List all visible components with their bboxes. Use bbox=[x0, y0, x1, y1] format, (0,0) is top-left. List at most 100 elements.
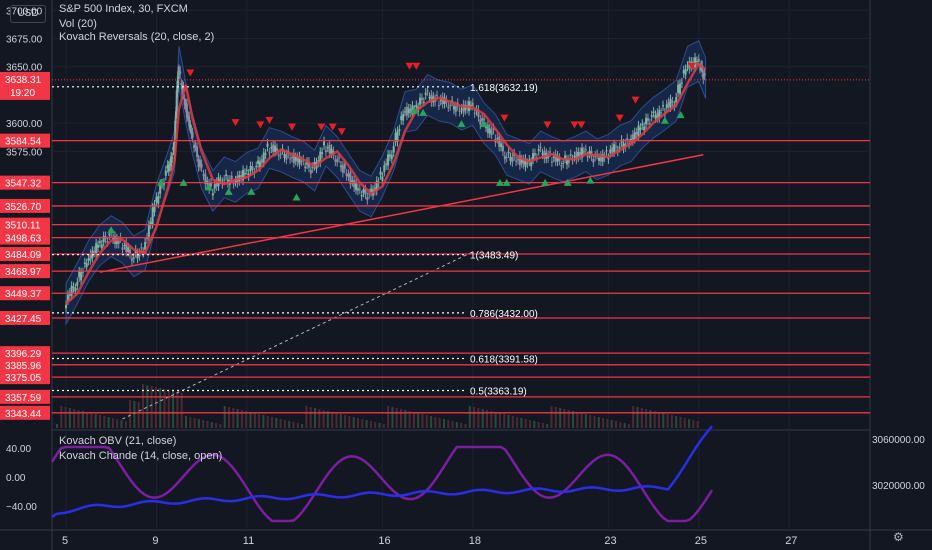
candle-body bbox=[694, 57, 697, 68]
candle-body bbox=[153, 204, 156, 212]
buy-arrow bbox=[586, 176, 595, 184]
candle-body bbox=[366, 196, 369, 201]
candle-body bbox=[76, 281, 79, 286]
volume-bar bbox=[90, 413, 93, 428]
candle-body bbox=[648, 123, 651, 125]
candle-body bbox=[304, 166, 307, 168]
candle-body bbox=[454, 106, 457, 112]
volume-bar bbox=[111, 418, 114, 428]
candle-body bbox=[639, 127, 642, 130]
candle-body bbox=[185, 103, 188, 118]
candle-body bbox=[72, 286, 75, 288]
candle-body bbox=[343, 163, 346, 169]
candle-body bbox=[147, 224, 150, 237]
candle-body bbox=[558, 157, 561, 161]
level-price-tag bbox=[0, 247, 50, 262]
candle-body bbox=[522, 159, 525, 165]
candle-body bbox=[622, 143, 625, 149]
candle-body bbox=[199, 160, 202, 167]
candle-body bbox=[579, 151, 582, 156]
candle-body bbox=[364, 189, 367, 195]
currency-button[interactable]: USD bbox=[10, 5, 46, 23]
volume-bar bbox=[172, 391, 175, 428]
x-tick-label: 25 bbox=[695, 535, 707, 547]
volume-bar bbox=[305, 406, 308, 428]
candle-body bbox=[405, 106, 408, 116]
buy-arrow bbox=[247, 187, 256, 195]
candle-body bbox=[191, 132, 194, 138]
volume-bar bbox=[150, 386, 153, 428]
candle-body bbox=[230, 175, 233, 179]
candle-body bbox=[171, 157, 174, 159]
candle-body bbox=[232, 183, 235, 185]
candle-body bbox=[89, 253, 92, 261]
candle-body bbox=[424, 92, 427, 96]
candle-body bbox=[68, 292, 71, 296]
candle-body bbox=[586, 156, 589, 158]
volume-bar bbox=[477, 408, 480, 428]
candle-body bbox=[702, 74, 705, 80]
candle-body bbox=[515, 160, 518, 162]
candle-body bbox=[469, 105, 472, 107]
candle-body bbox=[370, 188, 373, 193]
candle-body bbox=[547, 155, 550, 159]
buy-arrow bbox=[457, 120, 466, 128]
candle-body bbox=[358, 188, 361, 190]
candle-body bbox=[170, 156, 173, 167]
candle-body bbox=[155, 196, 158, 203]
volume-bar bbox=[240, 410, 243, 428]
level-price-label: 3357.59 bbox=[5, 393, 42, 404]
volume-bar bbox=[146, 385, 149, 428]
volume-bar bbox=[154, 387, 157, 428]
sell-arrow bbox=[412, 62, 421, 70]
volume-bar bbox=[576, 412, 579, 428]
candle-body bbox=[505, 157, 508, 159]
volume-bar bbox=[443, 419, 445, 428]
settings-icon[interactable]: ⚙ bbox=[893, 530, 904, 544]
candle-body bbox=[501, 145, 504, 152]
level-price-tag bbox=[0, 370, 50, 385]
candle-body bbox=[577, 151, 580, 158]
candle-body bbox=[166, 164, 169, 169]
volume-bar bbox=[236, 409, 239, 428]
volume-bar bbox=[541, 423, 544, 428]
sell-arrow bbox=[543, 121, 552, 129]
candle-body bbox=[645, 118, 648, 125]
level-price-tag bbox=[0, 346, 50, 361]
volume-bar bbox=[68, 408, 71, 428]
volume-bar bbox=[434, 417, 437, 428]
volume-bar bbox=[210, 422, 213, 428]
volume-bar bbox=[636, 407, 639, 428]
candle-body bbox=[701, 65, 704, 73]
candle-body bbox=[123, 245, 126, 247]
candle-body bbox=[190, 129, 193, 135]
buy-arrow bbox=[410, 106, 419, 114]
candle-body bbox=[394, 132, 397, 142]
volume-bar bbox=[679, 417, 682, 428]
candle-body bbox=[458, 110, 461, 112]
candle-body bbox=[496, 137, 499, 139]
candle-body bbox=[471, 102, 474, 106]
candle-body bbox=[684, 68, 687, 75]
volume-bar bbox=[56, 424, 58, 428]
candle-body bbox=[543, 151, 546, 159]
volume-bar bbox=[86, 412, 89, 428]
candle-body bbox=[330, 148, 333, 154]
volume-bar bbox=[468, 406, 471, 428]
y-tick-label: 3700.00 bbox=[6, 6, 43, 17]
lower-left-tick: −40.00 bbox=[6, 502, 37, 513]
candle-body bbox=[194, 145, 197, 147]
candle-body bbox=[298, 156, 301, 165]
candle-body bbox=[112, 238, 115, 240]
volume-bar bbox=[163, 389, 166, 428]
candle-body bbox=[309, 169, 312, 174]
volume-bar bbox=[511, 416, 514, 428]
volume-bar bbox=[395, 408, 398, 428]
candle-body bbox=[654, 114, 657, 119]
candle-body bbox=[296, 157, 299, 163]
buy-arrow bbox=[502, 178, 511, 186]
candle-body bbox=[274, 145, 277, 152]
sell-arrow bbox=[405, 62, 414, 70]
candle-body bbox=[144, 242, 147, 250]
